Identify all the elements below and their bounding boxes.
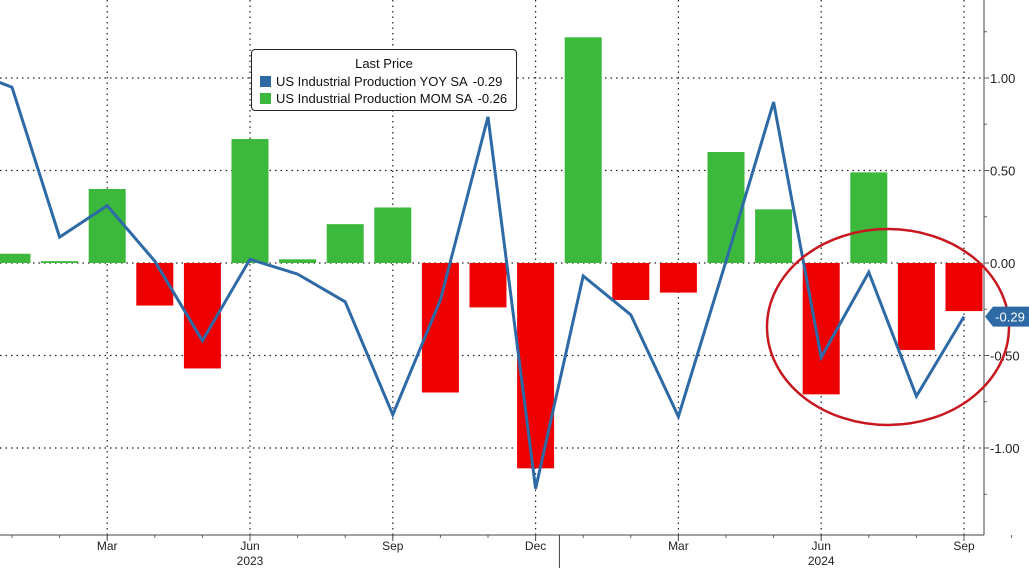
- x-tick-label: Dec: [525, 539, 546, 553]
- legend-value-yoy: -0.29: [473, 74, 503, 89]
- legend-value-mom: -0.26: [478, 91, 508, 106]
- x-year-label: 2023: [237, 554, 264, 568]
- x-tick-label: Sep: [382, 539, 404, 553]
- bar: [946, 263, 983, 311]
- y-tick-label: -1.00: [990, 441, 1020, 456]
- legend-title: Last Price: [260, 56, 508, 71]
- y-tick-label: 0.50: [990, 164, 1015, 179]
- legend-swatch-yoy: [260, 76, 271, 87]
- x-tick-label: Jun: [240, 539, 259, 553]
- bar: [279, 259, 316, 263]
- legend-entry-yoy: US Industrial Production YOY SA -0.29: [260, 73, 508, 90]
- bar: [660, 263, 697, 293]
- bar: [327, 224, 364, 263]
- x-tick-label: Jun: [812, 539, 831, 553]
- bar: [612, 263, 649, 300]
- last-value-label: -0.29: [995, 310, 1025, 325]
- bar: [232, 139, 269, 263]
- bar: [565, 37, 602, 263]
- bar: [755, 209, 792, 263]
- chart-legend: Last Price US Industrial Production YOY …: [251, 49, 517, 111]
- bar: [374, 208, 411, 264]
- legend-entry-mom: US Industrial Production MOM SA -0.26: [260, 90, 508, 107]
- bar: [0, 254, 31, 263]
- x-tick-label: Mar: [97, 539, 118, 553]
- x-tick-label: Mar: [668, 539, 689, 553]
- y-tick-label: 0.00: [990, 256, 1015, 271]
- legend-swatch-mom: [260, 93, 271, 104]
- bar: [708, 152, 745, 263]
- legend-label-mom: US Industrial Production MOM SA: [276, 91, 473, 106]
- y-tick-label: 1.00: [990, 71, 1015, 86]
- bar: [89, 189, 126, 263]
- bar: [41, 261, 78, 263]
- x-tick-label: Sep: [953, 539, 975, 553]
- legend-label-yoy: US Industrial Production YOY SA: [276, 74, 468, 89]
- bar: [898, 263, 935, 350]
- bar: [470, 263, 507, 307]
- x-year-label: 2024: [808, 554, 835, 568]
- bar: [850, 172, 887, 263]
